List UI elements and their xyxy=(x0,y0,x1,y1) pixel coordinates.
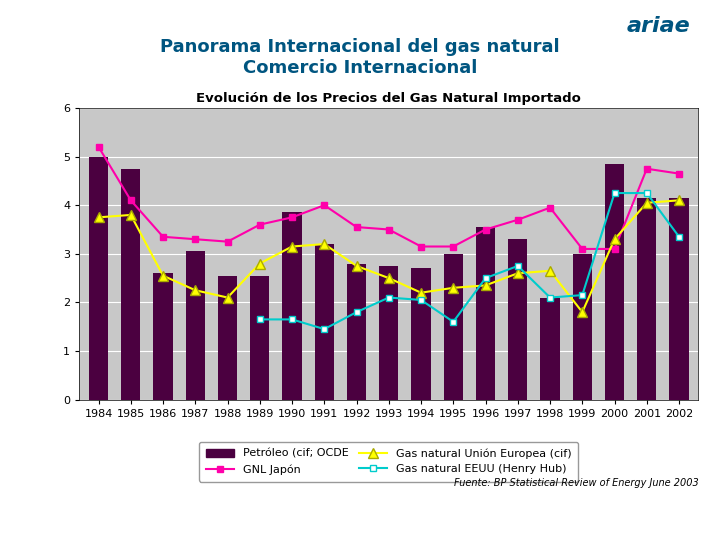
Bar xyxy=(476,227,495,400)
Text: II Edición del Curso ARIAE de Regulación Energética.
Santa Cruz de la Sierra, 15: II Edición del Curso ARIAE de Regulación… xyxy=(14,502,307,524)
Bar xyxy=(444,254,463,400)
Bar xyxy=(670,198,689,400)
Text: 34: 34 xyxy=(679,502,698,516)
Bar xyxy=(282,212,302,400)
Bar xyxy=(508,239,528,400)
Bar xyxy=(121,168,140,400)
Bar xyxy=(89,157,108,400)
Bar xyxy=(218,275,237,400)
Text: Fuente: BP Statistical Review of Energy June 2003: Fuente: BP Statistical Review of Energy … xyxy=(454,478,698,488)
Bar xyxy=(541,298,559,400)
Bar xyxy=(605,164,624,400)
Text: Panorama Internacional del gas natural
Comercio Internacional: Panorama Internacional del gas natural C… xyxy=(160,38,560,77)
Legend: Petróleo (cif; OCDE, GNL Japón, Gas natural Unión Europea (cif), Gas natural EEU: Petróleo (cif; OCDE, GNL Japón, Gas natu… xyxy=(199,442,578,482)
Bar xyxy=(153,273,173,400)
Text: ariae: ariae xyxy=(626,16,690,36)
Bar xyxy=(379,266,398,400)
Title: Evolución de los Precios del Gas Natural Importado: Evolución de los Precios del Gas Natural… xyxy=(197,92,581,105)
Bar xyxy=(411,268,431,400)
Bar xyxy=(250,275,269,400)
Bar xyxy=(637,198,657,400)
Bar xyxy=(347,264,366,400)
Bar xyxy=(315,244,334,400)
Bar xyxy=(186,252,205,400)
Bar xyxy=(572,254,592,400)
